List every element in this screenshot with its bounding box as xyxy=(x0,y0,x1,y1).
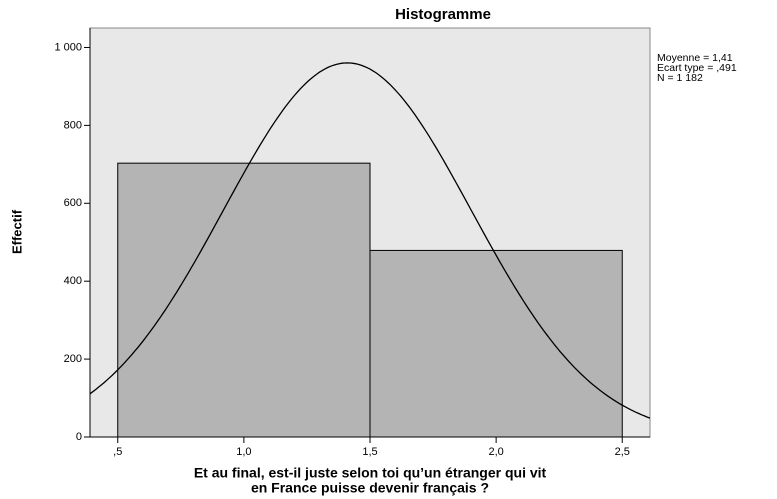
y-tick-label: 200 xyxy=(64,353,82,365)
bar xyxy=(369,249,623,438)
x-tick-label: 1,0 xyxy=(236,446,251,458)
x-tick-label: 2,5 xyxy=(615,446,630,458)
y-tick-label: 600 xyxy=(64,197,82,209)
y-tick-label: 0 xyxy=(76,431,82,443)
y-tick-label: 1 000 xyxy=(54,41,82,53)
chart-title: Histogramme xyxy=(395,6,491,23)
stat-label: N = 1 182 xyxy=(657,72,703,84)
y-tick-label: 400 xyxy=(64,275,82,287)
x-axis-label: Et au final, est-il juste selon toi qu’u… xyxy=(194,465,547,481)
y-axis-label: Effectif xyxy=(9,209,24,254)
y-tick-label: 800 xyxy=(64,119,82,131)
stat-label: Ecart type = ,491 xyxy=(657,62,737,74)
stat-label: Moyenne = 1,41 xyxy=(657,52,733,64)
x-tick-label: 2,0 xyxy=(488,446,503,458)
x-tick-label: 1,5 xyxy=(362,446,377,458)
x-tick-label: ,5 xyxy=(113,446,122,458)
bar xyxy=(117,162,371,438)
x-axis-label: en France puisse devenir français ? xyxy=(251,480,489,496)
normal-curve xyxy=(90,62,650,419)
